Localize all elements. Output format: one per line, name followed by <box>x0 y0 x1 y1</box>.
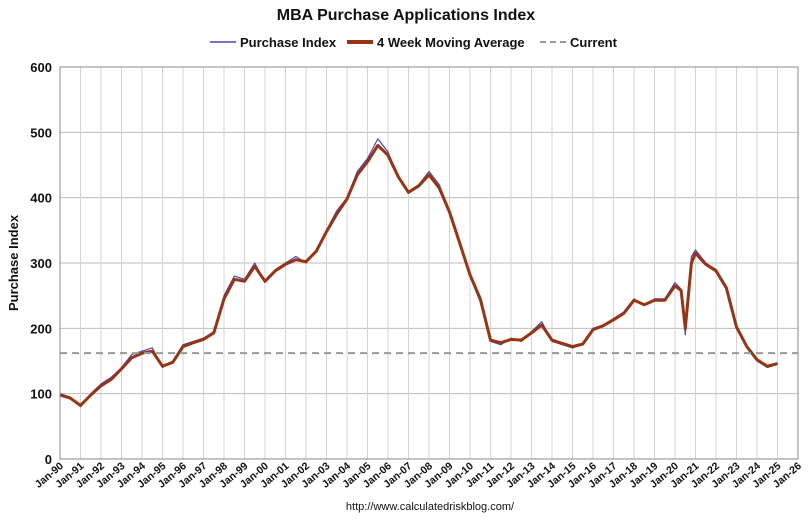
grid <box>59 66 799 460</box>
chart-title: MBA Purchase Applications Index <box>277 7 536 24</box>
y-tick-label: 400 <box>30 191 52 206</box>
y-axis-label: Purchase Index <box>6 214 21 311</box>
y-tick-label: 600 <box>30 60 52 75</box>
legend-entry: Current <box>540 35 618 50</box>
legend: Purchase Index 4 Week Moving Average Curre… <box>210 35 618 50</box>
y-tick-label: 100 <box>30 387 52 402</box>
y-axis-ticks: 0 100 200 300 400 500 600 <box>30 60 52 467</box>
purchase-index-line <box>59 138 778 408</box>
legend-entry: Purchase Index <box>210 35 337 50</box>
plot-frame <box>59 66 799 460</box>
legend-entry: 4 Week Moving Average <box>347 35 525 50</box>
moving-average-line <box>59 143 778 407</box>
y-tick-label: 0 <box>45 452 52 467</box>
legend-label: Current <box>570 35 618 50</box>
x-axis-ticks: Jan-90Jan-91Jan-92Jan-93Jan-94Jan-95Jan-… <box>33 460 804 491</box>
legend-label: 4 Week Moving Average <box>377 35 525 50</box>
series-layer <box>59 138 798 408</box>
y-tick-label: 200 <box>30 321 52 336</box>
y-tick-label: 500 <box>30 125 52 140</box>
y-tick-label: 300 <box>30 256 52 271</box>
legend-label: Purchase Index <box>240 35 337 50</box>
source-text: http://www.calculatedriskblog.com/ <box>346 501 515 513</box>
